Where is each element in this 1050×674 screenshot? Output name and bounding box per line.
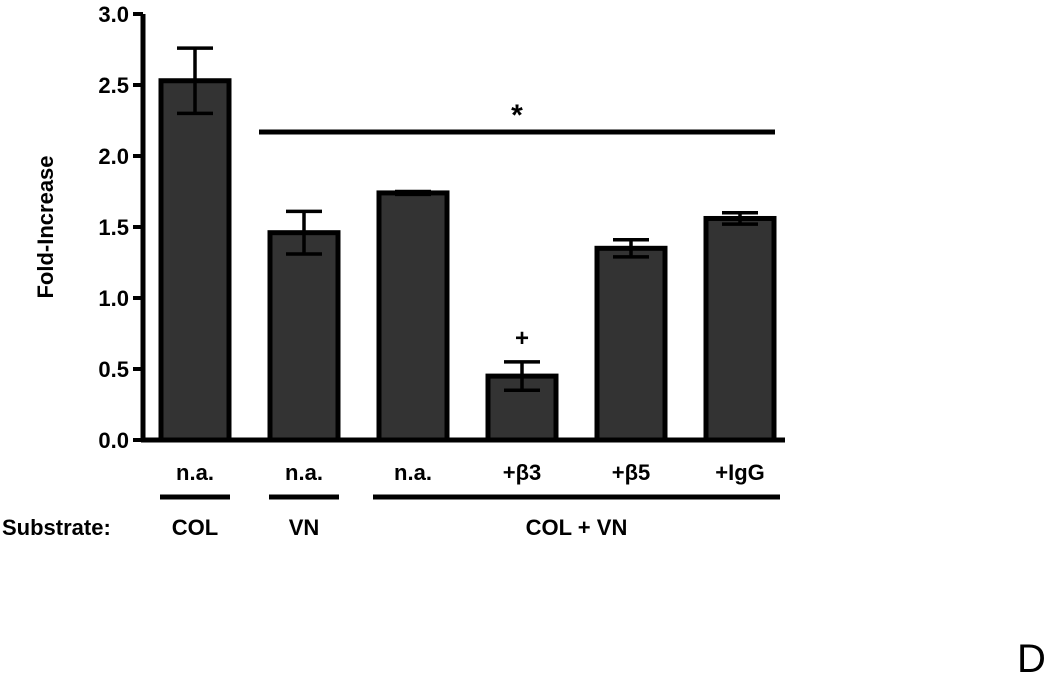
annotations: *+	[259, 99, 775, 352]
axes	[140, 14, 785, 443]
y-tick-label: 2.0	[98, 144, 129, 169]
y-axis-label: Fold-Increase	[33, 155, 58, 298]
x-tick-label: +IgG	[715, 460, 765, 485]
x-tick-label: n.a.	[394, 460, 432, 485]
y-tick-label: 3.0	[98, 2, 129, 27]
bar	[594, 245, 668, 443]
error-bars	[177, 46, 758, 393]
x-tick-label: +β5	[612, 460, 651, 485]
substrate-groups: COL VN COL + VN	[160, 494, 780, 540]
substrate-group-label: COL	[172, 515, 218, 540]
substrate-group-label: COL + VN	[526, 515, 628, 540]
y-tick-label: 2.5	[98, 73, 129, 98]
y-axis-ticks: 0.0 0.5 1.0 1.5 2.0 2.5 3.0	[98, 2, 143, 453]
bar	[376, 190, 450, 443]
y-tick-label: 0.0	[98, 428, 129, 453]
bar	[703, 215, 777, 443]
bar	[158, 78, 232, 443]
x-tick-label: +β3	[503, 460, 542, 485]
bar	[267, 230, 341, 443]
y-tick-label: 1.0	[98, 286, 129, 311]
plus-marker: +	[515, 325, 529, 352]
substrate-group-label: VN	[289, 515, 320, 540]
x-tick-label: n.a.	[176, 460, 214, 485]
y-tick-label: 0.5	[98, 357, 129, 382]
x-axis-tick-labels: n.a. n.a. n.a. +β3 +β5 +IgG	[176, 460, 765, 485]
substrate-label: Substrate:	[2, 515, 111, 540]
x-tick-label: n.a.	[285, 460, 323, 485]
bars	[158, 78, 777, 443]
panel-letter: D	[1017, 637, 1046, 674]
significance-asterisk: *	[511, 99, 523, 132]
y-tick-label: 1.5	[98, 215, 129, 240]
